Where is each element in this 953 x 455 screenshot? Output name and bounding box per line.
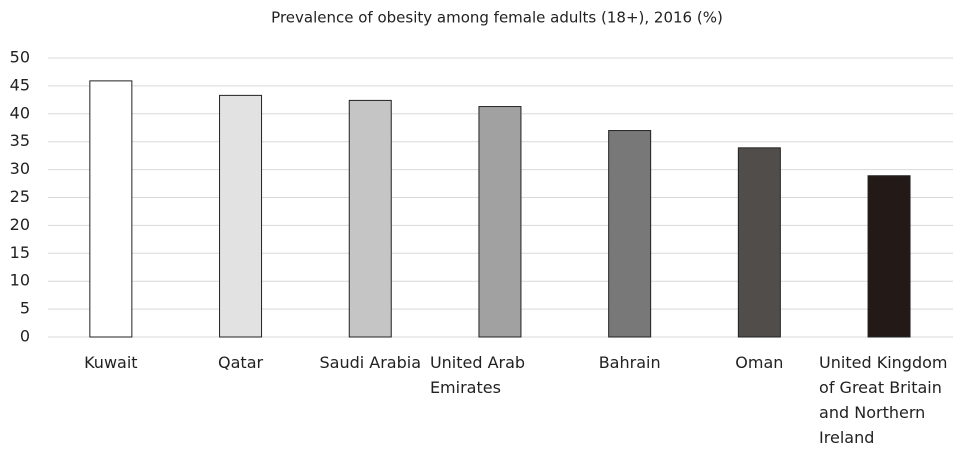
- x-tick-label-box: Qatar: [171, 350, 311, 375]
- bar: [478, 106, 522, 338]
- y-tick-label: 20: [10, 215, 30, 234]
- x-tick-label: Bahrain: [598, 353, 661, 372]
- x-tick-label: Qatar: [218, 353, 264, 372]
- x-tick-label: United Arab Emirates: [429, 353, 526, 397]
- bar: [608, 130, 652, 338]
- y-tick-label: 0: [20, 327, 30, 346]
- x-tick-label-box: United Kingdom of Great Britain and Nort…: [819, 350, 953, 450]
- y-tick-label: 30: [10, 159, 30, 178]
- x-tick-label: Oman: [735, 353, 784, 372]
- x-tick-label-box: Kuwait: [41, 350, 181, 375]
- bar: [737, 147, 781, 338]
- y-tick-label: 45: [10, 75, 30, 94]
- x-tick-label-box: Bahrain: [560, 350, 700, 375]
- y-tick-label: 5: [20, 299, 30, 318]
- bar: [348, 99, 392, 338]
- x-tick-label: Kuwait: [84, 353, 138, 372]
- x-tick-label-box: Oman: [689, 350, 829, 375]
- x-tick-label-box: United Arab Emirates: [430, 350, 570, 400]
- bar: [867, 175, 911, 338]
- x-tick-label: United Kingdom of Great Britain and Nort…: [819, 353, 948, 447]
- x-tick-label: Saudi Arabia: [319, 353, 422, 372]
- x-tick-label-box: Saudi Arabia: [300, 350, 440, 375]
- y-tick-label: 35: [10, 131, 30, 150]
- y-tick-label: 10: [10, 271, 30, 290]
- bar: [89, 80, 133, 338]
- y-tick-label: 15: [10, 243, 30, 262]
- y-tick-label: 50: [10, 48, 30, 67]
- y-tick-label: 25: [10, 187, 30, 206]
- chart-title: Prevalence of obesity among female adult…: [271, 9, 723, 27]
- bar: [219, 94, 263, 338]
- y-tick-label: 40: [10, 103, 30, 122]
